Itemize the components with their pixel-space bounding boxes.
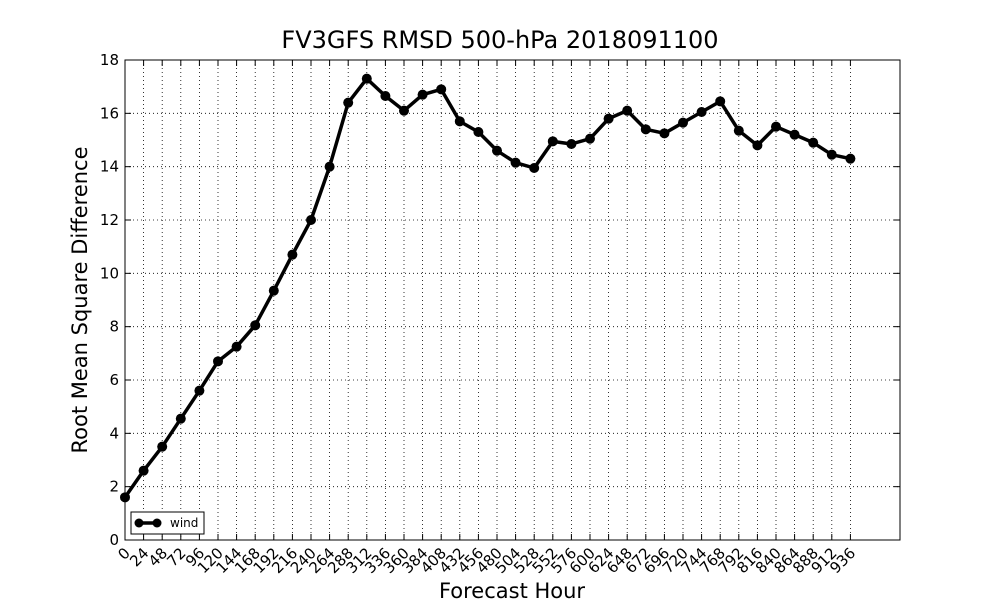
data-point [380,91,391,101]
data-point [324,161,335,172]
legend-marker [152,518,162,528]
data-point [659,128,670,139]
data-point [752,140,763,151]
y-tick-label: 8 [109,318,119,336]
y-tick-label: 14 [100,158,119,176]
data-point [361,73,372,84]
x-axis-label: Forecast Hour [439,579,585,600]
y-tick-label: 4 [109,424,119,442]
y-tick-label: 12 [100,211,119,229]
data-point [547,136,558,147]
data-point [473,127,484,137]
legend-box [130,511,205,535]
data-point [399,105,409,116]
legend-label: wind [170,516,198,530]
y-tick-label: 6 [109,371,119,389]
data-point [250,320,261,331]
data-point [622,105,633,116]
y-axis-label: Root Mean Square Difference [68,146,92,453]
data-point [343,97,354,108]
data-point [175,413,186,424]
data-point [826,149,837,160]
data-point [454,116,465,127]
data-point [529,163,540,173]
y-tick-label: 0 [109,531,119,549]
data-point [510,157,521,168]
data-point [733,125,744,136]
data-point [231,341,242,352]
data-point [287,249,298,260]
y-tick-label: 16 [100,104,119,122]
data-point [492,145,502,156]
data-point [268,285,279,296]
data-line [123,76,851,499]
plot-frame [124,59,901,541]
data-point [306,215,316,225]
data-point [138,465,149,476]
data-point [585,133,595,144]
data-point [120,492,130,503]
data-point [789,129,800,140]
y-tick-label: 10 [100,264,119,282]
data-point [771,121,781,132]
legend-marker [134,518,144,528]
data-point [566,139,577,149]
data-point [715,96,726,107]
data-point [678,117,688,128]
data-point [194,385,205,396]
data-point [157,441,168,452]
data-point [845,153,856,164]
y-tick-label: 18 [100,51,119,69]
y-tick-label: 2 [109,478,119,496]
chart-title: FV3GFS RMSD 500-hPa 2018091100 [281,26,718,54]
data-point [640,124,651,135]
data-point [436,84,447,95]
data-point [808,137,819,148]
data-point [213,356,223,367]
data-point [696,107,707,117]
data-point [603,113,614,124]
data-point [417,89,428,100]
